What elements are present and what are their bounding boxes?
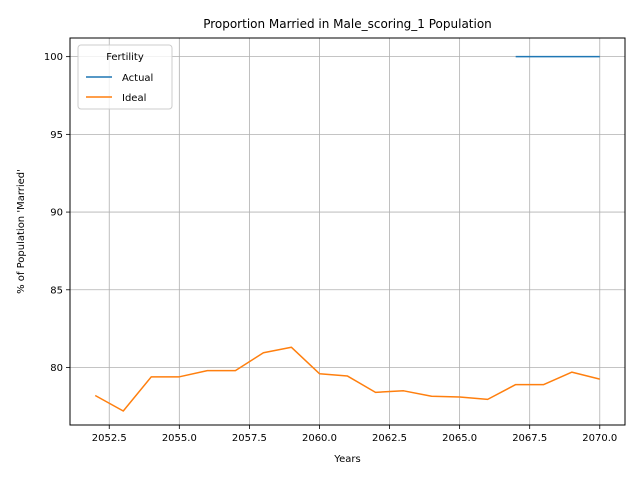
chart-title: Proportion Married in Male_scoring_1 Pop… bbox=[203, 17, 492, 31]
x-tick-label: 2055.0 bbox=[162, 433, 197, 444]
y-tick-label: 85 bbox=[50, 285, 63, 296]
legend-label-actual: Actual bbox=[122, 73, 153, 84]
series-lines bbox=[94, 55, 600, 412]
y-tick-label: 95 bbox=[50, 130, 63, 141]
x-axis-label: Years bbox=[333, 454, 360, 465]
plot-frame bbox=[69, 37, 626, 426]
x-tick-label: 2052.5 bbox=[92, 433, 127, 444]
legend: Fertility Actual Ideal bbox=[77, 44, 173, 110]
x-tick-label: 2062.5 bbox=[372, 433, 407, 444]
y-tick-label: 80 bbox=[50, 363, 63, 374]
legend-title: Fertility bbox=[106, 52, 144, 63]
legend-label-ideal: Ideal bbox=[122, 93, 146, 104]
x-tick-label: 2067.5 bbox=[512, 433, 547, 444]
y-tick-label: 100 bbox=[44, 52, 63, 63]
x-tick-label: 2070.0 bbox=[582, 433, 617, 444]
series-line-ideal bbox=[94, 346, 600, 412]
x-tick-label: 2065.0 bbox=[442, 433, 477, 444]
y-axis-label: % of Population 'Married' bbox=[16, 169, 27, 294]
legend-box bbox=[77, 44, 173, 110]
x-tick-label: 2057.5 bbox=[232, 433, 267, 444]
x-tick-label: 2060.0 bbox=[302, 433, 337, 444]
x-axis: 2052.5 2055.0 2057.5 2060.0 2062.5 2065.0 2067… bbox=[92, 425, 617, 444]
y-tick-label: 90 bbox=[50, 208, 63, 219]
y-axis: 80 85 90 95 100 bbox=[44, 52, 70, 374]
